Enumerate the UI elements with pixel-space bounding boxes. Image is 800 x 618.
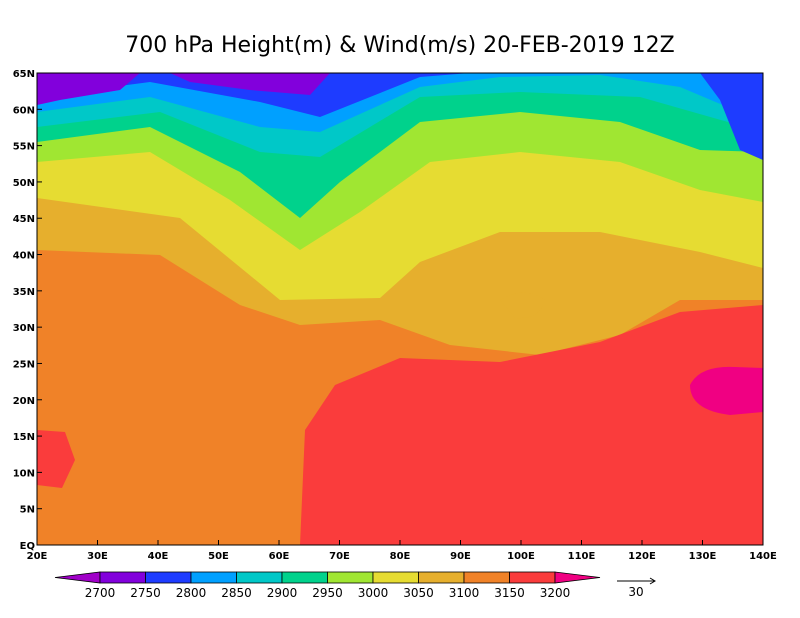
height-contour-region — [300, 305, 763, 545]
colorbar-box — [327, 571, 374, 584]
height-contour-region — [37, 73, 140, 105]
colorbar-box — [372, 571, 419, 584]
colorbar-end-low — [54, 571, 101, 584]
x-tick-label: 140E — [749, 551, 777, 562]
colorbar-box — [418, 571, 465, 584]
colorbar-label: 2800 — [176, 586, 207, 600]
height-contour-region — [690, 366, 763, 415]
x-tick-label: 80E — [390, 551, 411, 562]
y-tick-label: 60N — [13, 105, 35, 116]
height-contour-region — [37, 73, 470, 117]
x-tick-label: 120E — [628, 551, 656, 562]
x-tick-label: 70E — [329, 551, 350, 562]
colorbar-label: 2850 — [221, 586, 252, 600]
y-tick-label: 65N — [13, 69, 35, 80]
y-tick-label: 30N — [13, 323, 35, 334]
colorbar-label: 3200 — [540, 586, 571, 600]
y-tick-label: 50N — [13, 178, 35, 189]
y-tick-label: 5N — [20, 505, 35, 516]
x-tick-label: 50E — [208, 551, 229, 562]
colorbar-box — [236, 571, 283, 584]
colorbar-label: 3000 — [358, 586, 389, 600]
x-tick-label: 110E — [568, 551, 596, 562]
colorbar-box — [509, 571, 556, 584]
colorbar-box — [190, 571, 237, 584]
x-tick-label: 20E — [27, 551, 48, 562]
colorbar-end-high — [554, 571, 601, 584]
x-tick-label: 90E — [450, 551, 471, 562]
reference-arrow-head — [649, 577, 656, 585]
reference-label: 30 — [628, 585, 643, 599]
colorbar-box — [99, 571, 146, 584]
colorbar-box — [281, 571, 328, 584]
y-tick-label: EQ — [20, 541, 35, 552]
height-contour-region — [170, 73, 330, 95]
x-tick-label: 40E — [148, 551, 169, 562]
axes: 20E 30E 40E 50E 60E 70E 80E 90E 100E 110E 120E 130E… — [13, 69, 777, 562]
y-tick-label: 55N — [13, 142, 35, 153]
x-tick-label: 130E — [689, 551, 717, 562]
x-tick-label: 60E — [269, 551, 290, 562]
height-contour-region — [500, 292, 545, 319]
height-field — [37, 73, 763, 545]
colorbar-label: 3050 — [403, 586, 434, 600]
y-tick-label: 15N — [13, 432, 35, 443]
colorbar-box — [145, 571, 192, 584]
colorbar-label: 2900 — [267, 586, 298, 600]
colorbar-label: 3150 — [494, 586, 525, 600]
height-contour-region — [700, 73, 763, 160]
height-contour-region — [37, 430, 75, 488]
colorbar-label: 2950 — [312, 586, 343, 600]
y-tick-label: 20N — [13, 396, 35, 407]
y-tick-label: 40N — [13, 251, 35, 262]
colorbar-label: 2750 — [130, 586, 161, 600]
map-title: 700 hPa Height(m) & Wind(m/s) 20-FEB-201… — [125, 33, 674, 58]
x-tick-label: 30E — [87, 551, 108, 562]
colorbar: 2700 2750 2800 2850 2900 2950 3000 3050 3100 3150… — [54, 571, 601, 600]
colorbar-label: 3100 — [449, 586, 480, 600]
colorbar-box — [463, 571, 510, 584]
y-tick-label: 25N — [13, 359, 35, 370]
y-tick-label: 35N — [13, 287, 35, 298]
x-tick-label: 100E — [507, 551, 535, 562]
colorbar-label: 2700 — [85, 586, 116, 600]
y-tick-label: 10N — [13, 468, 35, 479]
y-tick-label: 45N — [13, 214, 35, 225]
